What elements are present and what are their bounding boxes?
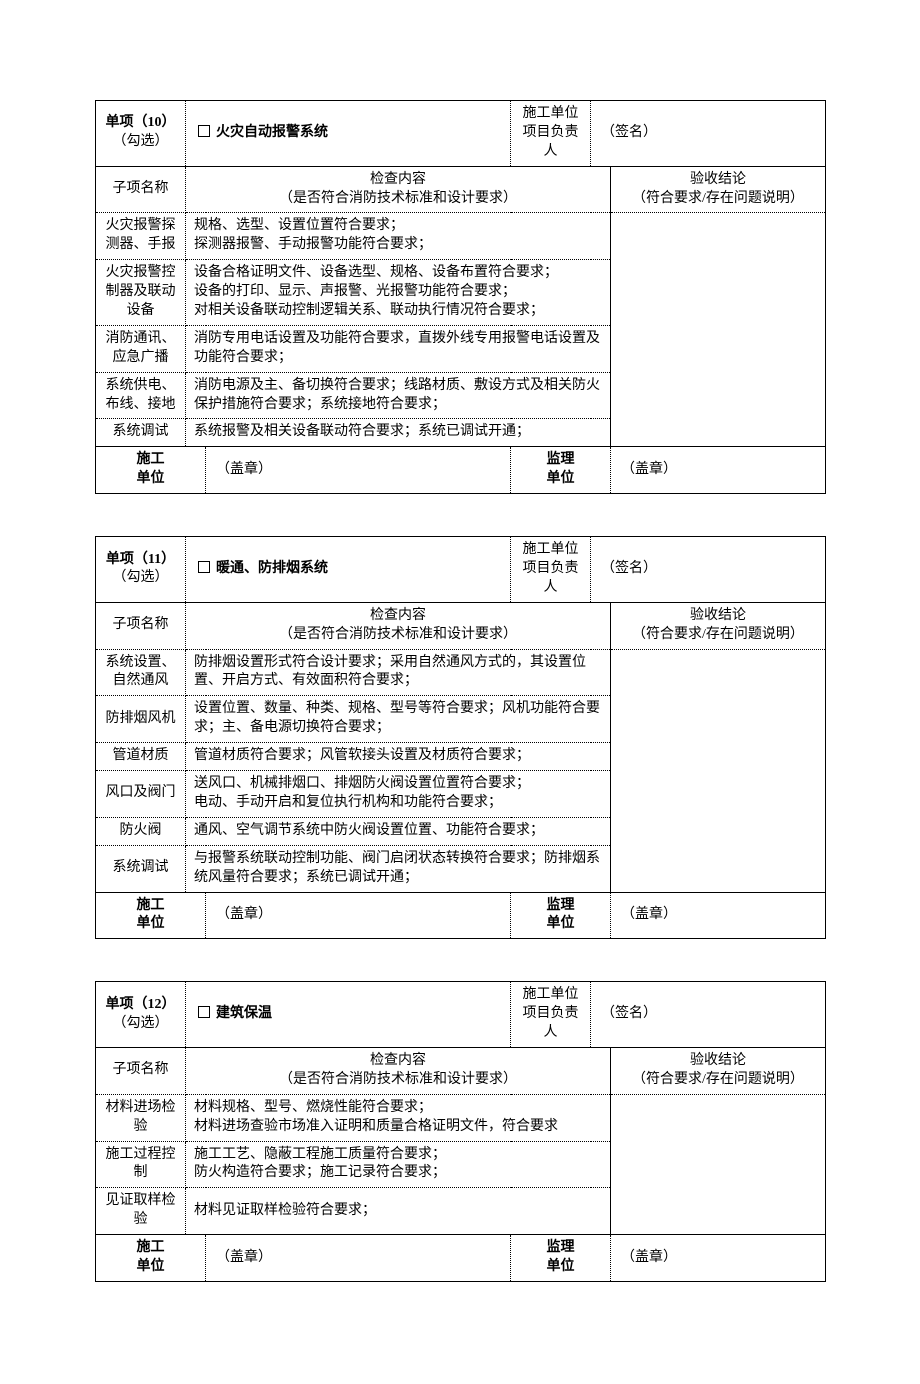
result-field[interactable] bbox=[611, 649, 826, 892]
inspect-content: 系统报警及相关设备联动符合要求；系统已调试开通； bbox=[186, 419, 611, 447]
contractor-pm-label: 施工单位项目负责人 bbox=[511, 982, 591, 1048]
subitem-name: 见证取样检验 bbox=[96, 1188, 186, 1235]
checkbox-icon[interactable] bbox=[198, 1006, 210, 1018]
subitem-name: 系统设置、自然通风 bbox=[96, 649, 186, 696]
inspect-header: 检查内容（是否符合消防技术标准和设计要求） bbox=[186, 602, 611, 649]
inspect-content: 施工工艺、隐蔽工程施工质量符合要求；防火构造符合要求；施工记录符合要求； bbox=[186, 1141, 611, 1188]
checkbox-icon[interactable] bbox=[198, 561, 210, 573]
subitem-name: 系统调试 bbox=[96, 419, 186, 447]
contractor-seal[interactable]: （盖章） bbox=[206, 892, 511, 939]
result-field[interactable] bbox=[611, 1094, 826, 1234]
inspect-content: 设备合格证明文件、设备选型、规格、设备布置符合要求；设备的打印、显示、声报警、光… bbox=[186, 260, 611, 326]
subitem-name: 火灾报警探测器、手报 bbox=[96, 213, 186, 260]
data-row: 材料进场检验材料规格、型号、燃烧性能符合要求；材料进场查验市场准入证明和质量合格… bbox=[96, 1094, 826, 1141]
contractor-label: 施工单位 bbox=[96, 1235, 206, 1282]
result-header: 验收结论（符合要求/存在问题说明） bbox=[611, 166, 826, 213]
section-title[interactable]: 建筑保温 bbox=[186, 982, 511, 1048]
result-header: 验收结论（符合要求/存在问题说明） bbox=[611, 602, 826, 649]
result-header: 验收结论（符合要求/存在问题说明） bbox=[611, 1047, 826, 1094]
subitem-name: 施工过程控制 bbox=[96, 1141, 186, 1188]
section-1: 单项（11）（勾选）暖通、防排烟系统施工单位项目负责人（签名） 子项名称检查内容（… bbox=[95, 536, 826, 939]
result-field[interactable] bbox=[611, 213, 826, 447]
supervisor-label: 监理单位 bbox=[511, 892, 611, 939]
subitem-name: 管道材质 bbox=[96, 743, 186, 771]
subitem-name: 风口及阀门 bbox=[96, 771, 186, 818]
subitem-name: 系统调试 bbox=[96, 845, 186, 892]
subitem-name: 防火阀 bbox=[96, 817, 186, 845]
subitem-header: 子项名称 bbox=[96, 166, 186, 213]
subitem-header: 子项名称 bbox=[96, 1047, 186, 1094]
subitem-name: 防排烟风机 bbox=[96, 696, 186, 743]
subitem-name: 材料进场检验 bbox=[96, 1094, 186, 1141]
contractor-label: 施工单位 bbox=[96, 892, 206, 939]
checkbox-icon[interactable] bbox=[198, 125, 210, 137]
supervisor-seal[interactable]: （盖章） bbox=[611, 1235, 826, 1282]
section-title[interactable]: 暖通、防排烟系统 bbox=[186, 537, 511, 603]
inspect-content: 消防电源及主、备切换符合要求；线路材质、敷设方式及相关防火保护措施符合要求；系统… bbox=[186, 372, 611, 419]
contractor-pm-label: 施工单位项目负责人 bbox=[511, 101, 591, 167]
inspect-content: 材料规格、型号、燃烧性能符合要求；材料进场查验市场准入证明和质量合格证明文件，符… bbox=[186, 1094, 611, 1141]
signature-field[interactable]: （签名） bbox=[591, 101, 826, 167]
section-title[interactable]: 火灾自动报警系统 bbox=[186, 101, 511, 167]
section-2: 单项（12）（勾选）建筑保温施工单位项目负责人（签名） 子项名称检查内容（是否符合… bbox=[95, 981, 826, 1282]
inspect-header: 检查内容（是否符合消防技术标准和设计要求） bbox=[186, 1047, 611, 1094]
item-number: 单项（11）（勾选） bbox=[96, 537, 186, 603]
inspect-content: 与报警系统联动控制功能、阀门启闭状态转换符合要求；防排烟系统风量符合要求；系统已… bbox=[186, 845, 611, 892]
signature-field[interactable]: （签名） bbox=[591, 537, 826, 603]
inspect-content: 通风、空气调节系统中防火阀设置位置、功能符合要求； bbox=[186, 817, 611, 845]
inspect-content: 材料见证取样检验符合要求； bbox=[186, 1188, 611, 1235]
inspect-content: 防排烟设置形式符合设计要求；采用自然通风方式的，其设置位置、开启方式、有效面积符… bbox=[186, 649, 611, 696]
contractor-pm-label: 施工单位项目负责人 bbox=[511, 537, 591, 603]
contractor-label: 施工单位 bbox=[96, 447, 206, 494]
supervisor-label: 监理单位 bbox=[511, 1235, 611, 1282]
subitem-name: 系统供电、布线、接地 bbox=[96, 372, 186, 419]
signature-field[interactable]: （签名） bbox=[591, 982, 826, 1048]
item-number: 单项（12）（勾选） bbox=[96, 982, 186, 1048]
inspect-content: 送风口、机械排烟口、排烟防火阀设置位置符合要求；电动、手动开启和复位执行机构和功… bbox=[186, 771, 611, 818]
subitem-name: 消防通讯、应急广播 bbox=[96, 325, 186, 372]
contractor-seal[interactable]: （盖章） bbox=[206, 1235, 511, 1282]
section-0: 单项（10）（勾选）火灾自动报警系统施工单位项目负责人（签名） 子项名称检查内容（… bbox=[95, 100, 826, 494]
inspect-content: 消防专用电话设置及功能符合要求，直拨外线专用报警电话设置及功能符合要求； bbox=[186, 325, 611, 372]
supervisor-seal[interactable]: （盖章） bbox=[611, 892, 826, 939]
supervisor-label: 监理单位 bbox=[511, 447, 611, 494]
contractor-seal[interactable]: （盖章） bbox=[206, 447, 511, 494]
subitem-name: 火灾报警控制器及联动设备 bbox=[96, 260, 186, 326]
data-row: 火灾报警探测器、手报规格、选型、设置位置符合要求；探测器报警、手动报警功能符合要… bbox=[96, 213, 826, 260]
supervisor-seal[interactable]: （盖章） bbox=[611, 447, 826, 494]
data-row: 系统设置、自然通风防排烟设置形式符合设计要求；采用自然通风方式的，其设置位置、开… bbox=[96, 649, 826, 696]
item-number: 单项（10）（勾选） bbox=[96, 101, 186, 167]
subitem-header: 子项名称 bbox=[96, 602, 186, 649]
inspect-content: 规格、选型、设置位置符合要求；探测器报警、手动报警功能符合要求； bbox=[186, 213, 611, 260]
inspect-content: 管道材质符合要求；风管软接头设置及材质符合要求； bbox=[186, 743, 611, 771]
inspect-content: 设置位置、数量、种类、规格、型号等符合要求；风机功能符合要求；主、备电源切换符合… bbox=[186, 696, 611, 743]
inspect-header: 检查内容（是否符合消防技术标准和设计要求） bbox=[186, 166, 611, 213]
